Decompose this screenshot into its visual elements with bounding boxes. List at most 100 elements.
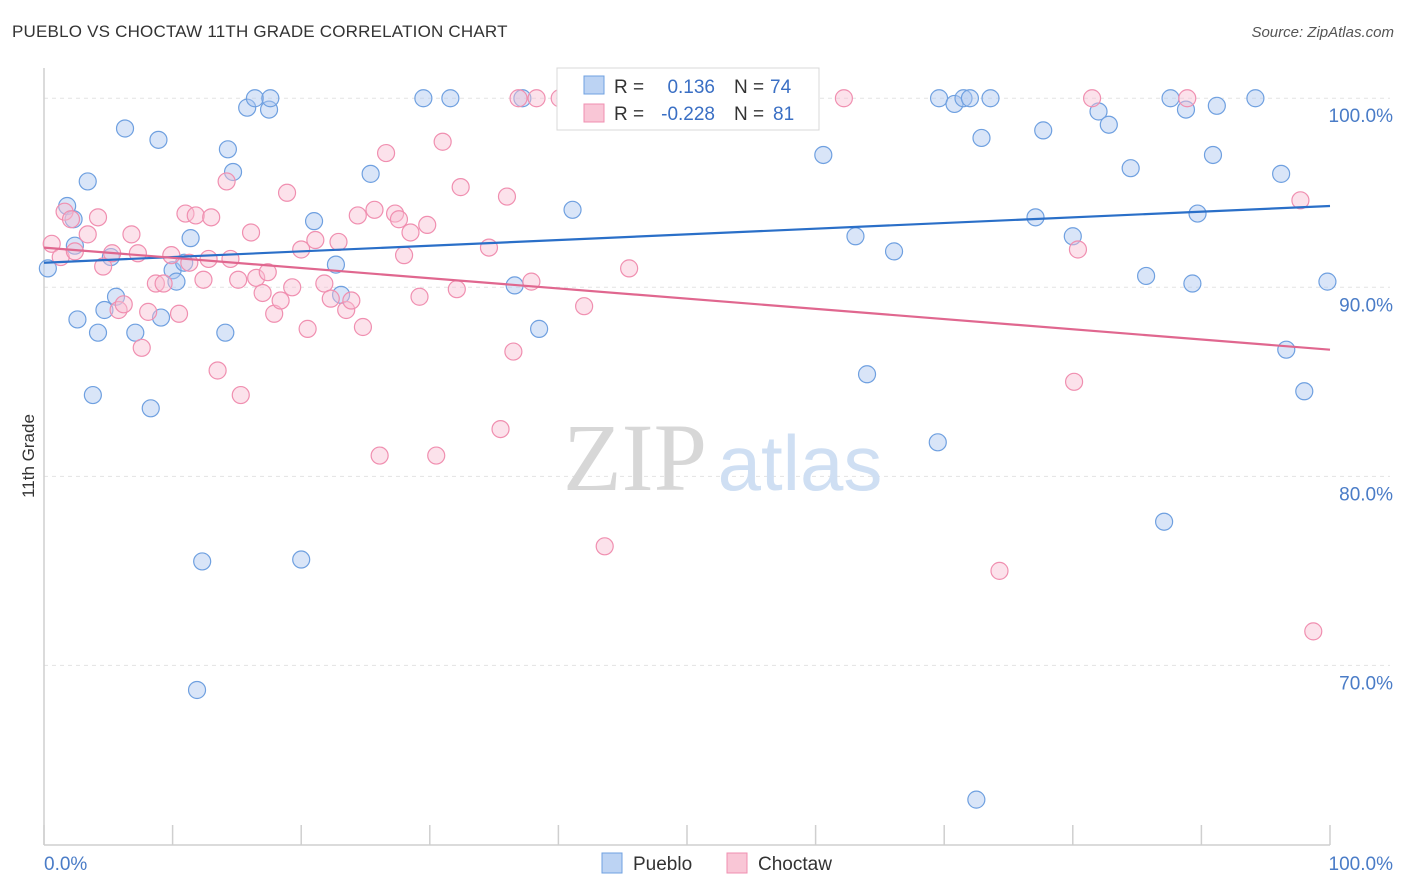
pueblo-point-48: [884, 242, 904, 261]
pueblo-point-35: [441, 89, 460, 108]
choctaw-point-17: [162, 246, 181, 265]
choctaw-point-56: [418, 215, 437, 235]
pueblo-point-51: [928, 433, 947, 452]
pueblo-point-8: [95, 300, 114, 320]
pueblo-point-14: [149, 130, 168, 149]
choctaw-point-64: [504, 342, 523, 361]
choctaw-point-26: [217, 172, 236, 191]
choctaw-point-6: [88, 208, 108, 227]
choctaw-point-33: [258, 263, 277, 282]
choctaw-point-74: [1064, 372, 1084, 391]
choctaw-point-54: [401, 223, 420, 242]
choctaw-point-18: [169, 304, 189, 323]
pueblo-point-47: [857, 365, 877, 384]
choctaw-point-72: [834, 89, 853, 108]
pueblo-point-11: [115, 119, 135, 138]
choctaw-point-37: [283, 278, 302, 297]
series-legend-swatch-pueblo: [601, 852, 623, 874]
choctaw-point-23: [199, 249, 218, 269]
pueblo-point-73: [1277, 340, 1296, 359]
choctaw-point-2: [55, 202, 74, 221]
pueblo-point-74: [1295, 382, 1314, 401]
choctaw-point-39: [298, 319, 317, 338]
choctaw-point-55: [410, 287, 429, 306]
choctaw-point-43: [329, 232, 348, 252]
choctaw-point-48: [365, 200, 384, 219]
pueblo-point-58: [1034, 121, 1053, 140]
pueblo-point-62: [1121, 159, 1140, 178]
choctaw-point-32: [253, 283, 272, 303]
pueblo-point-25: [238, 98, 257, 117]
pueblo-point-29: [292, 550, 311, 569]
y-tick-labels: 100.0% 90.0% 80.0% 70.0%: [1329, 106, 1394, 694]
choctaw-point-15: [146, 274, 165, 293]
choctaw-point-9: [109, 300, 128, 320]
choctaw-point-41: [315, 274, 334, 293]
pueblo-point-46: [846, 227, 865, 246]
choctaw-point-30: [241, 223, 261, 242]
legend-r-value-choctaw: -0.228: [661, 104, 715, 125]
pueblo-point-45: [814, 145, 833, 165]
pueblo-point-21: [193, 552, 212, 571]
choctaw-point-59: [447, 280, 466, 299]
pueblo-point-65: [1161, 89, 1180, 108]
choctaw-point-45: [342, 291, 361, 310]
y-tick-label-0: 100.0%: [1329, 106, 1394, 127]
choctaw-point-79: [1304, 622, 1323, 641]
choctaw-point-75: [1068, 240, 1088, 259]
legend-swatch-pueblo: [583, 75, 605, 95]
choctaw-point-29: [231, 385, 250, 405]
pueblo-point-7: [88, 323, 108, 342]
choctaw-point-71: [620, 259, 639, 278]
legend-n-value-pueblo: 74: [770, 77, 792, 98]
choctaw-point-40: [306, 230, 325, 250]
choctaw-point-36: [277, 183, 297, 202]
pueblo-point-53: [960, 89, 980, 108]
pueblo-point-52: [954, 89, 973, 108]
choctaw-point-52: [389, 210, 409, 229]
gridlines: [44, 97, 1390, 666]
pueblo-point-19: [181, 229, 200, 248]
trend-layer: [43, 204, 1331, 351]
legend-n-value-choctaw: 81: [773, 104, 794, 125]
series-legend: Pueblo Choctaw: [601, 852, 832, 875]
series-legend-label-choctaw: Choctaw: [758, 854, 832, 875]
choctaw-point-21: [186, 206, 205, 225]
pueblo-point-38: [530, 319, 549, 338]
choctaw-point-27: [221, 249, 240, 269]
choctaw-point-60: [451, 178, 470, 197]
choctaw-point-76: [1082, 89, 1102, 108]
pueblo-point-54: [967, 790, 986, 809]
y-tick-label-1: 90.0%: [1339, 295, 1393, 316]
correlation-legend: R = 0.136 N = 74 R = -0.228 N = 81: [556, 67, 820, 131]
pueblo-point-57: [1026, 208, 1045, 227]
pueblo-point-6: [83, 385, 102, 405]
pueblo-trend-line: [43, 204, 1331, 264]
y-tick-label-3: 70.0%: [1339, 673, 1393, 694]
legend-r-label-pueblo: R =: [614, 77, 644, 98]
choctaw-point-38: [292, 240, 311, 259]
pueblo-point-24: [223, 162, 243, 182]
y-tick-label-2: 80.0%: [1339, 484, 1393, 505]
choctaw-point-53: [394, 246, 414, 265]
pueblo-point-56: [981, 89, 1000, 108]
watermark-zip: ZIP: [563, 404, 707, 511]
legend-swatch-choctaw: [583, 103, 605, 123]
choctaw-point-13: [132, 338, 151, 357]
pueblo-point-71: [1246, 89, 1265, 108]
choctaw-point-16: [154, 274, 173, 293]
y-axis-title: 11th Grade: [19, 414, 38, 498]
pueblo-point-69: [1203, 145, 1223, 165]
x-tick-labels: 0.0% 100.0%: [44, 854, 1393, 875]
choctaw-point-28: [229, 270, 248, 289]
pueblo-point-31: [326, 255, 346, 274]
pueblo-point-26: [245, 89, 265, 108]
choctaw-point-44: [337, 300, 356, 320]
pueblo-point-23: [218, 140, 237, 159]
watermark-atlas: atlas: [718, 419, 883, 507]
choctaw-point-63: [497, 187, 517, 206]
pueblo-point-33: [361, 164, 380, 183]
pueblo-point-22: [216, 323, 235, 342]
x-tick-label-0: 0.0%: [44, 854, 87, 875]
